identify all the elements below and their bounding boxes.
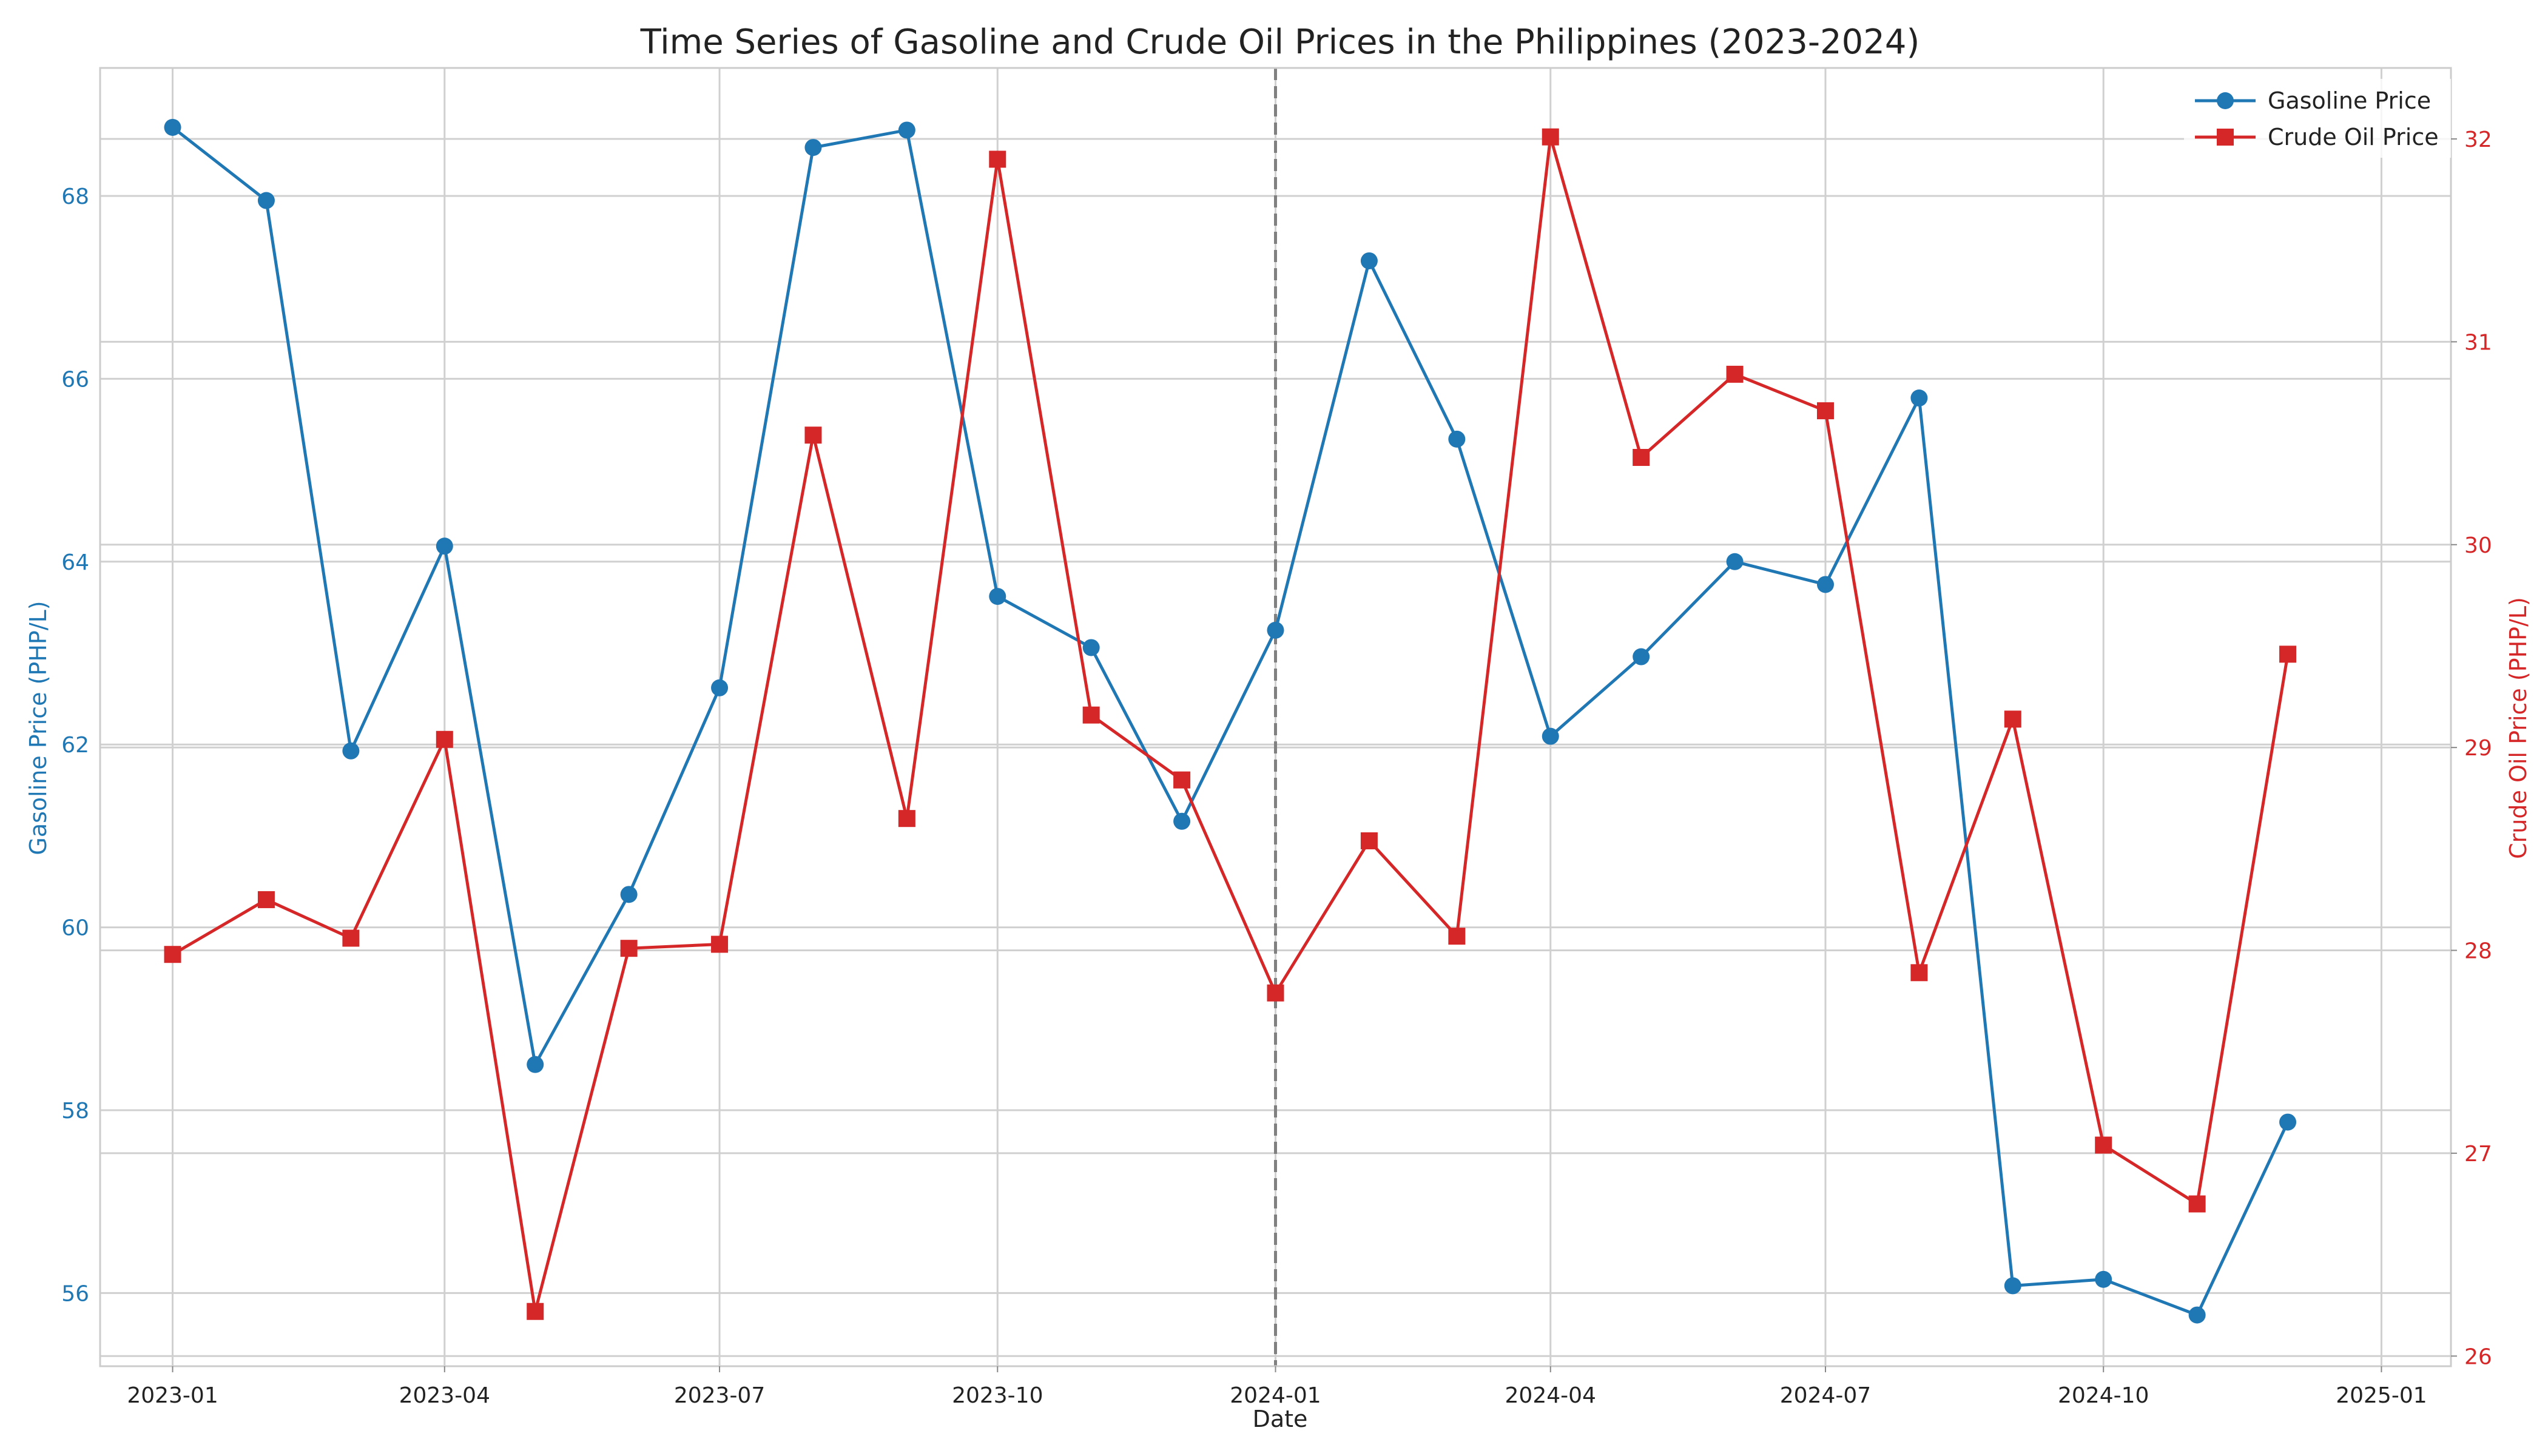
gasoline-data-point bbox=[1267, 621, 1284, 639]
crude-oil-data-point bbox=[1633, 449, 1650, 466]
gasoline-data-point bbox=[1633, 648, 1650, 666]
gasoline-data-point bbox=[898, 121, 915, 139]
crude-oil-data-point bbox=[804, 426, 822, 444]
legend-marker-crude-oil bbox=[2217, 129, 2234, 146]
x-tick-label: 2024-07 bbox=[1780, 1383, 1871, 1408]
y-left-tick-label: 56 bbox=[61, 1281, 89, 1306]
gasoline-data-point bbox=[1816, 576, 1834, 593]
gasoline-data-point bbox=[2188, 1306, 2206, 1324]
x-tick-label: 2023-04 bbox=[399, 1383, 490, 1408]
gasoline-data-point bbox=[1910, 389, 1928, 407]
crude-oil-data-point bbox=[1360, 832, 1378, 849]
legend: Gasoline Price Crude Oil Price bbox=[2184, 79, 2451, 158]
y-left-tick-label: 68 bbox=[61, 184, 89, 209]
crude-oil-data-point bbox=[1910, 964, 1928, 982]
gasoline-data-point bbox=[257, 192, 275, 209]
crude-oil-data-point bbox=[2188, 1195, 2206, 1213]
x-tick-label: 2025-01 bbox=[2336, 1383, 2427, 1408]
crude-oil-data-point bbox=[898, 810, 915, 827]
gasoline-data-point bbox=[2279, 1113, 2297, 1131]
crude-oil-series-line bbox=[172, 135, 2290, 1313]
x-axis-title: Date bbox=[1253, 1406, 1308, 1432]
crude-oil-data-point bbox=[436, 730, 453, 748]
x-tick-label: 2024-04 bbox=[1505, 1383, 1596, 1408]
y-left-tick-label: 62 bbox=[61, 733, 89, 758]
gasoline-data-point bbox=[804, 139, 822, 157]
crude-oil-data-point bbox=[1726, 365, 1744, 383]
y-right-tick-label: 27 bbox=[2464, 1142, 2492, 1167]
gasoline-data-point bbox=[620, 886, 638, 903]
crude-oil-data-point bbox=[164, 946, 181, 963]
x-tick-label: 2024-01 bbox=[1230, 1383, 1321, 1408]
gasoline-data-point bbox=[1360, 252, 1378, 269]
crude-oil-data-point bbox=[1082, 706, 1100, 724]
gasoline-data-point bbox=[527, 1056, 544, 1073]
crude-oil-data-point bbox=[1816, 402, 1834, 420]
crude-oil-data-point bbox=[2279, 645, 2297, 663]
crude-oil-data-point bbox=[1267, 984, 1284, 1002]
gasoline-data-point bbox=[1082, 639, 1100, 656]
gasoline-data-point bbox=[1448, 430, 1466, 448]
chart-title: Time Series of Gasoline and Crude Oil Pr… bbox=[640, 22, 1920, 62]
gasoline-data-point bbox=[342, 742, 360, 760]
gasoline-series-line bbox=[171, 126, 2290, 1317]
y-right-tick-label: 31 bbox=[2464, 330, 2492, 355]
x-tick-label: 2023-10 bbox=[952, 1383, 1043, 1408]
y-right-tick-label: 32 bbox=[2464, 127, 2492, 152]
y-left-tick-label: 64 bbox=[61, 550, 89, 575]
crude-oil-data-point bbox=[2095, 1136, 2112, 1154]
crude-oil-data-point bbox=[1173, 771, 1191, 789]
gasoline-data-point bbox=[2004, 1277, 2021, 1295]
x-tick-label: 2023-07 bbox=[674, 1383, 765, 1408]
gasoline-data-point bbox=[989, 588, 1006, 605]
y-axis-left-title: Gasoline Price (PHP/L) bbox=[25, 601, 52, 855]
gasoline-data-point bbox=[1542, 727, 1559, 745]
gasoline-data-point bbox=[2095, 1270, 2112, 1288]
crude-oil-data-point bbox=[989, 150, 1006, 168]
crude-oil-data-point bbox=[1448, 928, 1466, 945]
crude-oil-data-point bbox=[257, 891, 275, 908]
x-tick-label: 2023-01 bbox=[127, 1383, 218, 1408]
crude-oil-data-point bbox=[527, 1303, 544, 1320]
y-left-tick-label: 66 bbox=[61, 367, 89, 392]
gasoline-data-point bbox=[711, 679, 729, 696]
y-right-tick-label: 30 bbox=[2464, 533, 2492, 558]
legend-label-crude-oil: Crude Oil Price bbox=[2268, 124, 2439, 150]
gasoline-data-point bbox=[1726, 553, 1744, 570]
legend-label-gasoline: Gasoline Price bbox=[2268, 87, 2431, 114]
crude-oil-data-point bbox=[2004, 710, 2021, 728]
y-right-tick-label: 29 bbox=[2464, 736, 2492, 761]
gasoline-data-point bbox=[1173, 812, 1191, 830]
crude-oil-data-point bbox=[1542, 128, 1559, 146]
y-right-tick-label: 26 bbox=[2464, 1344, 2492, 1369]
gasoline-data-point bbox=[164, 118, 181, 136]
x-tick-label: 2024-10 bbox=[2058, 1383, 2149, 1408]
y-left-tick-label: 58 bbox=[61, 1099, 89, 1124]
crude-oil-data-point bbox=[711, 935, 729, 953]
y-right-tick-label: 28 bbox=[2464, 939, 2492, 964]
gasoline-data-point bbox=[436, 538, 453, 555]
y-axis-right-title: Crude Oil Price (PHP/L) bbox=[2505, 597, 2532, 859]
series-layer bbox=[164, 118, 2297, 1324]
tick-labels-layer: 2023-01 2023-04 2023-07 2023-10 2024-01 2024-… bbox=[61, 127, 2492, 1408]
crude-oil-data-point bbox=[342, 929, 360, 947]
crude-oil-data-point bbox=[620, 940, 638, 957]
y-left-tick-label: 60 bbox=[61, 916, 89, 941]
legend-marker-gasoline bbox=[2217, 92, 2234, 109]
